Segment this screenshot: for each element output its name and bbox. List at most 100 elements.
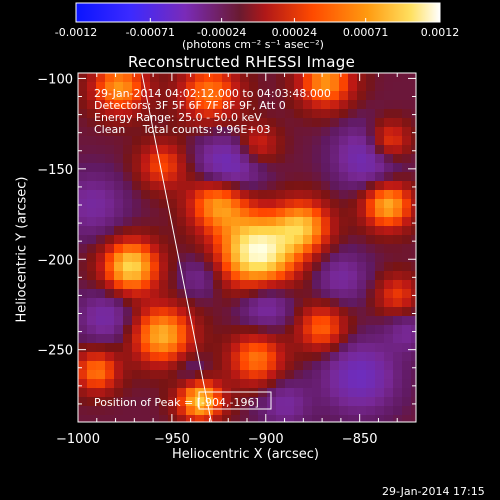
heatmap-cell bbox=[258, 100, 268, 110]
heatmap-cell bbox=[267, 325, 277, 335]
heatmap-cell bbox=[186, 244, 196, 254]
heatmap-cell bbox=[366, 118, 376, 128]
heatmap-cell bbox=[150, 208, 160, 218]
heatmap-cell bbox=[87, 361, 97, 371]
heatmap-cell bbox=[231, 280, 241, 290]
heatmap-cell bbox=[285, 208, 295, 218]
heatmap-cell bbox=[78, 370, 88, 380]
heatmap-cell bbox=[195, 163, 205, 173]
heatmap-cell bbox=[150, 100, 160, 110]
heatmap-cell bbox=[231, 127, 241, 137]
heatmap-cell bbox=[285, 388, 295, 398]
heatmap-cell bbox=[357, 262, 367, 272]
heatmap-cell bbox=[114, 109, 124, 119]
heatmap-cell bbox=[78, 361, 88, 371]
heatmap-cell bbox=[339, 262, 349, 272]
heatmap-cell bbox=[231, 244, 241, 254]
heatmap-cell bbox=[276, 199, 286, 209]
heatmap-cell bbox=[87, 262, 97, 272]
heatmap-cell bbox=[375, 235, 385, 245]
heatmap-cell bbox=[168, 379, 178, 389]
heatmap-cell bbox=[114, 190, 124, 200]
heatmap-cell bbox=[150, 118, 160, 128]
heatmap-cell bbox=[366, 172, 376, 182]
heatmap-cell bbox=[114, 289, 124, 299]
heatmap-cell bbox=[330, 208, 340, 218]
heatmap-cell bbox=[168, 307, 178, 317]
heatmap-cell bbox=[357, 298, 367, 308]
heatmap-cell bbox=[177, 334, 187, 344]
heatmap-cell bbox=[195, 91, 205, 101]
heatmap-cell bbox=[231, 100, 241, 110]
heatmap-cell bbox=[240, 154, 250, 164]
heatmap-cell bbox=[402, 397, 412, 407]
heatmap-cell bbox=[267, 343, 277, 353]
heatmap-cell bbox=[204, 316, 214, 326]
heatmap-cell bbox=[231, 217, 241, 227]
heatmap-cell bbox=[276, 73, 286, 83]
heatmap-cell bbox=[168, 91, 178, 101]
heatmap-cell bbox=[312, 280, 322, 290]
heatmap-cell bbox=[339, 244, 349, 254]
heatmap-cell bbox=[204, 109, 214, 119]
heatmap-cell bbox=[114, 82, 124, 92]
heatmap-cell bbox=[177, 136, 187, 146]
heatmap-cell bbox=[123, 289, 133, 299]
heatmap-cell bbox=[258, 280, 268, 290]
heatmap-cell bbox=[294, 109, 304, 119]
x-tick-label: −900 bbox=[248, 432, 284, 447]
heatmap-cell bbox=[249, 307, 259, 317]
heatmap-cell bbox=[348, 298, 358, 308]
heatmap-cell bbox=[384, 271, 394, 281]
heatmap-cell bbox=[276, 343, 286, 353]
heatmap-cell bbox=[87, 235, 97, 245]
heatmap-cell bbox=[366, 127, 376, 137]
heatmap-cell bbox=[195, 379, 205, 389]
heatmap-cell bbox=[258, 325, 268, 335]
heatmap-cell bbox=[204, 127, 214, 137]
heatmap-cell bbox=[123, 154, 133, 164]
heatmap-cell bbox=[249, 334, 259, 344]
heatmap-cell bbox=[348, 244, 358, 254]
heatmap-cell bbox=[231, 163, 241, 173]
heatmap-cell bbox=[384, 145, 394, 155]
heatmap-cell bbox=[87, 82, 97, 92]
heatmap-cell bbox=[330, 298, 340, 308]
heatmap-cell bbox=[393, 181, 403, 191]
heatmap-cell bbox=[294, 181, 304, 191]
heatmap-cell bbox=[159, 379, 169, 389]
heatmap-cell bbox=[375, 181, 385, 191]
heatmap-cell bbox=[87, 73, 97, 83]
heatmap-cell bbox=[159, 127, 169, 137]
heatmap-cell bbox=[258, 109, 268, 119]
heatmap-cell bbox=[384, 361, 394, 371]
heatmap-cell bbox=[249, 190, 259, 200]
heatmap-cell bbox=[195, 109, 205, 119]
footer-date: 29-Jan-2014 17:15 bbox=[382, 485, 485, 498]
heatmap-cell bbox=[177, 100, 187, 110]
heatmap-cell bbox=[339, 73, 349, 83]
heatmap-cell bbox=[384, 415, 394, 422]
heatmap-cell bbox=[204, 154, 214, 164]
heatmap-cell bbox=[285, 172, 295, 182]
heatmap-cell bbox=[312, 316, 322, 326]
heatmap-cell bbox=[285, 253, 295, 263]
heatmap-cell bbox=[204, 172, 214, 182]
heatmap-cell bbox=[177, 91, 187, 101]
heatmap-cell bbox=[204, 226, 214, 236]
heatmap-cell bbox=[123, 262, 133, 272]
heatmap-cell bbox=[123, 100, 133, 110]
heatmap-cell bbox=[123, 352, 133, 362]
heatmap-cell bbox=[375, 190, 385, 200]
heatmap-cell bbox=[132, 199, 142, 209]
heatmap-cell bbox=[321, 397, 331, 407]
heatmap-cell bbox=[393, 127, 403, 137]
heatmap-cell bbox=[402, 91, 412, 101]
heatmap-cell bbox=[312, 163, 322, 173]
heatmap-cell bbox=[249, 379, 259, 389]
heatmap-cell bbox=[186, 397, 196, 407]
heatmap-cell bbox=[249, 352, 259, 362]
heatmap-cell bbox=[321, 100, 331, 110]
heatmap-cell bbox=[276, 208, 286, 218]
heatmap-cell bbox=[366, 226, 376, 236]
